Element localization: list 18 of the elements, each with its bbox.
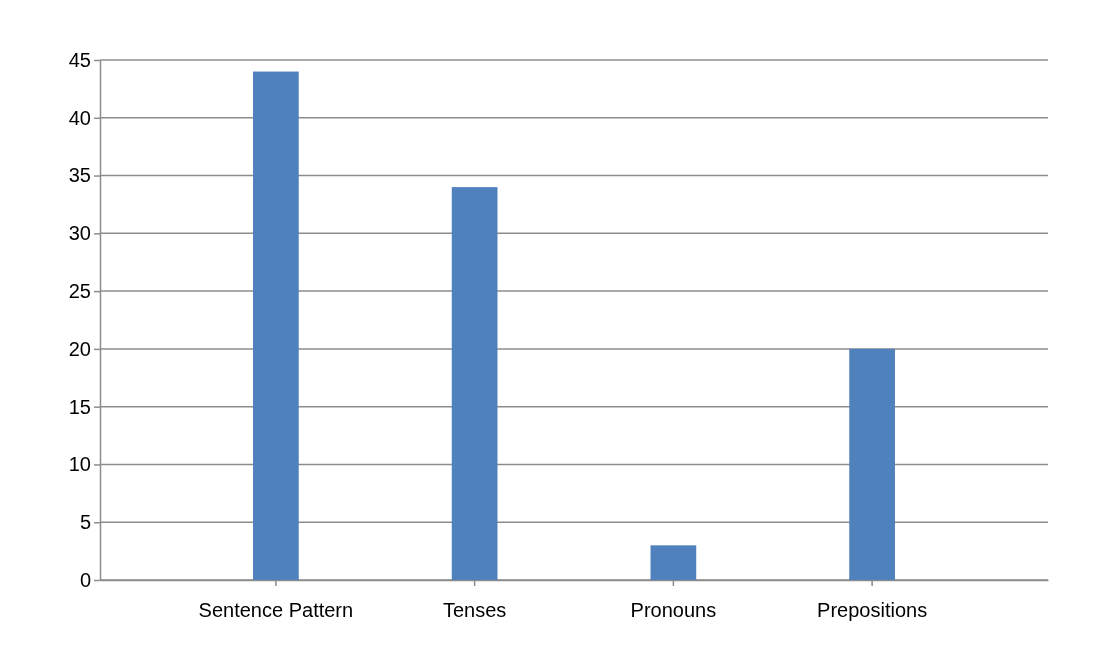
x-tick-label: Prepositions (817, 599, 928, 621)
y-tick-label: 20 (68, 337, 91, 360)
y-tick-label: 40 (68, 106, 91, 129)
y-tick-label: 10 (68, 453, 91, 476)
y-tick-label: 30 (68, 222, 91, 245)
y-tick-label: 5 (79, 511, 91, 534)
x-tick-label: Pronouns (630, 599, 717, 621)
bar (849, 348, 895, 580)
y-tick-label: 45 (68, 48, 91, 71)
y-tick-label: 0 (79, 568, 91, 591)
y-tick-label: 15 (68, 395, 91, 418)
bar (451, 187, 498, 580)
y-tick-label: 25 (68, 280, 91, 303)
x-tick-label: Tenses (442, 599, 507, 621)
bar (253, 71, 299, 580)
x-tick-label: Sentence Pattern (198, 599, 354, 621)
y-tick-label: 35 (68, 164, 91, 187)
bar (650, 545, 697, 580)
